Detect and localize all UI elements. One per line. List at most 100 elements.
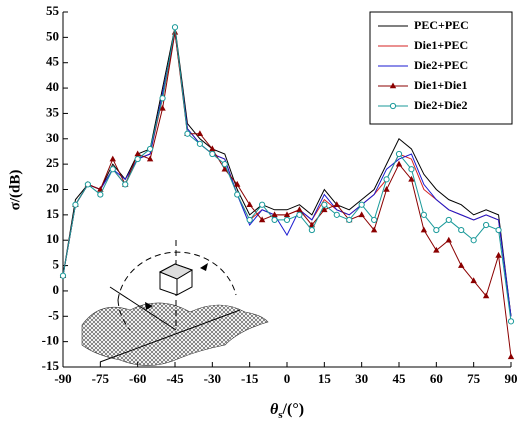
y-tick-label: 50 [46, 28, 59, 43]
triangle-marker [408, 175, 415, 182]
circle-marker [159, 95, 166, 102]
x-axis-label: θs/(°) [270, 401, 304, 421]
circle-marker [72, 201, 79, 208]
circle-marker [495, 226, 502, 234]
y-tick-label: 25 [46, 155, 60, 170]
triangle-marker [507, 353, 515, 360]
y-tick-label: 5 [53, 257, 60, 272]
x-tick-label: -15 [241, 371, 259, 386]
circle-marker [271, 216, 278, 224]
circle-marker [358, 201, 365, 208]
x-tick-label: 90 [505, 371, 518, 386]
triangle-marker [271, 211, 278, 218]
circle-marker [483, 221, 490, 229]
legend-label: Die2+Die2 [414, 98, 468, 112]
triangle-marker [221, 165, 228, 172]
circle-marker [445, 216, 452, 224]
circle-marker [184, 130, 191, 137]
triangle-marker [495, 251, 502, 258]
triangle-marker [445, 236, 452, 243]
triangle-marker [370, 226, 378, 233]
circle-marker [221, 161, 228, 168]
triangle-marker [482, 292, 490, 299]
x-tick-label: 0 [284, 371, 291, 386]
legend-label: PEC+PEC [414, 18, 469, 32]
triangle-marker [470, 277, 477, 284]
triangle-marker [196, 130, 204, 137]
triangle-marker [109, 155, 116, 162]
circle-marker [507, 318, 515, 325]
triangle-marker [283, 211, 291, 218]
x-label-subscript: s [278, 409, 283, 421]
triangle-marker [383, 186, 390, 192]
circle-marker [84, 181, 91, 188]
x-tick-label: 45 [393, 371, 407, 386]
circle-marker [333, 211, 340, 218]
inset-illustration [81, 240, 269, 366]
circle-marker [97, 191, 104, 198]
triangle-marker [333, 201, 340, 208]
circle-marker [458, 226, 465, 234]
x-tick-label: 60 [430, 371, 443, 386]
circle-marker [389, 102, 397, 110]
y-tick-label: 45 [46, 54, 60, 69]
triangle-marker [395, 160, 403, 167]
y-tick-label: 0 [53, 282, 60, 297]
x-label-unit: /(°) [282, 401, 305, 418]
y-tick-label: -10 [42, 333, 59, 348]
circle-marker [259, 201, 266, 208]
legend-label: Die1+Die1 [414, 78, 468, 92]
x-tick-label: -45 [166, 371, 184, 386]
circle-marker [408, 166, 415, 173]
triangle-marker [209, 145, 216, 152]
x-tick-label: 75 [467, 371, 481, 386]
circle-marker [209, 150, 216, 158]
circle-marker [234, 191, 241, 198]
circle-marker [109, 166, 116, 173]
triangle-marker [358, 211, 365, 218]
y-tick-label: -5 [48, 307, 59, 322]
y-tick-label: 30 [46, 130, 59, 145]
circle-marker [283, 216, 291, 224]
y-tick-label: 55 [46, 3, 60, 18]
triangle-marker [171, 28, 179, 35]
circle-marker [308, 226, 315, 234]
triangle-marker [321, 206, 328, 213]
triangle-marker [246, 201, 253, 208]
circle-marker [196, 140, 203, 147]
circle-marker [346, 216, 353, 224]
circle-marker [470, 237, 477, 244]
y-tick-label: 40 [46, 79, 59, 94]
triangle-marker [433, 246, 440, 253]
y-tick-label: 20 [46, 180, 59, 195]
y-tick-label: 15 [46, 206, 60, 221]
y-axis-label: σ/(dB) [7, 170, 23, 211]
circle-marker [122, 181, 129, 188]
x-tick-label: -30 [204, 371, 221, 386]
circle-marker [395, 150, 403, 158]
x-tick-label: -75 [92, 371, 110, 386]
triangle-marker [296, 206, 303, 213]
x-tick-label: -60 [129, 371, 146, 386]
x-label-symbol: θ [270, 401, 279, 418]
triangle-marker [234, 180, 241, 187]
circle-marker [321, 201, 328, 208]
triangle-marker [458, 262, 465, 268]
y-tick-label: -15 [42, 358, 60, 373]
circle-marker [383, 176, 390, 183]
triangle-marker [159, 104, 166, 111]
circle-marker [171, 24, 179, 31]
y-tick-label: 10 [46, 231, 59, 246]
legend-label: Die2+PEC [414, 58, 468, 72]
circle-marker [371, 216, 378, 224]
triangle-marker [389, 82, 397, 89]
x-tick-label: 30 [355, 371, 368, 386]
circle-marker [296, 211, 303, 218]
circle-marker [246, 216, 253, 224]
triangle-marker [420, 226, 428, 233]
circle-marker [433, 226, 440, 234]
legend: PEC+PEC Die1+PEC Die2+PEC Die1+Die1 Die2+Die… [369, 11, 513, 125]
triangle-marker [146, 155, 154, 162]
x-tick-label: -90 [54, 371, 71, 386]
